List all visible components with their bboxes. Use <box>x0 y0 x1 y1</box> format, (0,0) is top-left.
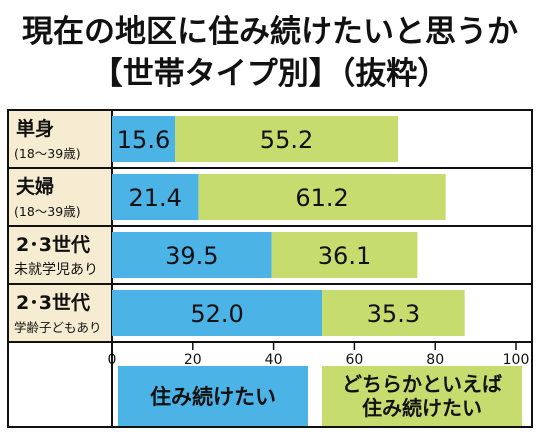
category-sublabel-3: 学齢子どもあり <box>14 320 102 335</box>
data-label-1-1: 61.2 <box>295 184 348 212</box>
bar-0-2 <box>112 232 272 278</box>
legend-item-rather-want-to-stay: どちらかといえば 住み続けたい <box>322 366 522 426</box>
category-sublabel-1: (18〜39歳) <box>14 204 81 219</box>
data-label-0-2: 39.5 <box>165 242 218 270</box>
data-label-0-0: 15.6 <box>117 126 170 154</box>
data-label-1-3: 35.3 <box>367 300 420 328</box>
category-label-1: 夫婦 <box>16 175 54 198</box>
data-label-0-3: 52.0 <box>190 300 243 328</box>
category-cell-3 <box>9 285 111 342</box>
bar-1-3 <box>322 290 465 336</box>
category-cell-0 <box>9 111 111 168</box>
legend-label-rather-line1: どちらかといえば <box>342 372 502 396</box>
chart-title-line1: 現在の地区に住み続けたいと思うか <box>22 14 518 50</box>
category-label-3: 2･3世代 <box>16 292 90 314</box>
category-sublabel-2: 未就学児あり <box>14 262 98 278</box>
x-tick-label-0: 0 <box>108 352 117 368</box>
x-tick-label-2: 40 <box>265 352 283 368</box>
chart-title-line2: 【世帯タイプ別】（抜粋） <box>91 56 449 92</box>
bar-0-1 <box>112 174 199 220</box>
category-cell-2 <box>9 227 111 284</box>
x-tick-label-1: 20 <box>184 352 202 368</box>
data-label-1-0: 55.2 <box>260 126 313 154</box>
bar-0-3 <box>112 290 323 336</box>
category-sublabel-0: (18〜39歳) <box>14 146 81 161</box>
x-tick-label-3: 60 <box>345 352 363 368</box>
bar-1-0 <box>175 116 399 162</box>
x-tick-label-4: 80 <box>426 352 444 368</box>
data-label-0-1: 21.4 <box>129 184 182 212</box>
category-cell-1 <box>9 169 111 226</box>
legend-label-want-to-stay: 住み続けたい <box>150 385 276 409</box>
category-label-2: 2･3世代 <box>16 234 90 256</box>
bar-1-1 <box>198 174 446 220</box>
legend-label-rather-line2: 住み続けたい <box>362 396 482 420</box>
x-tick-label-5: 100 <box>503 352 530 368</box>
category-label-0: 単身 <box>16 117 54 140</box>
legend-item-want-to-stay: 住み続けたい <box>118 366 308 426</box>
data-label-1-2: 36.1 <box>318 242 371 270</box>
bar-1-2 <box>271 232 418 278</box>
bar-0-0 <box>112 116 176 162</box>
